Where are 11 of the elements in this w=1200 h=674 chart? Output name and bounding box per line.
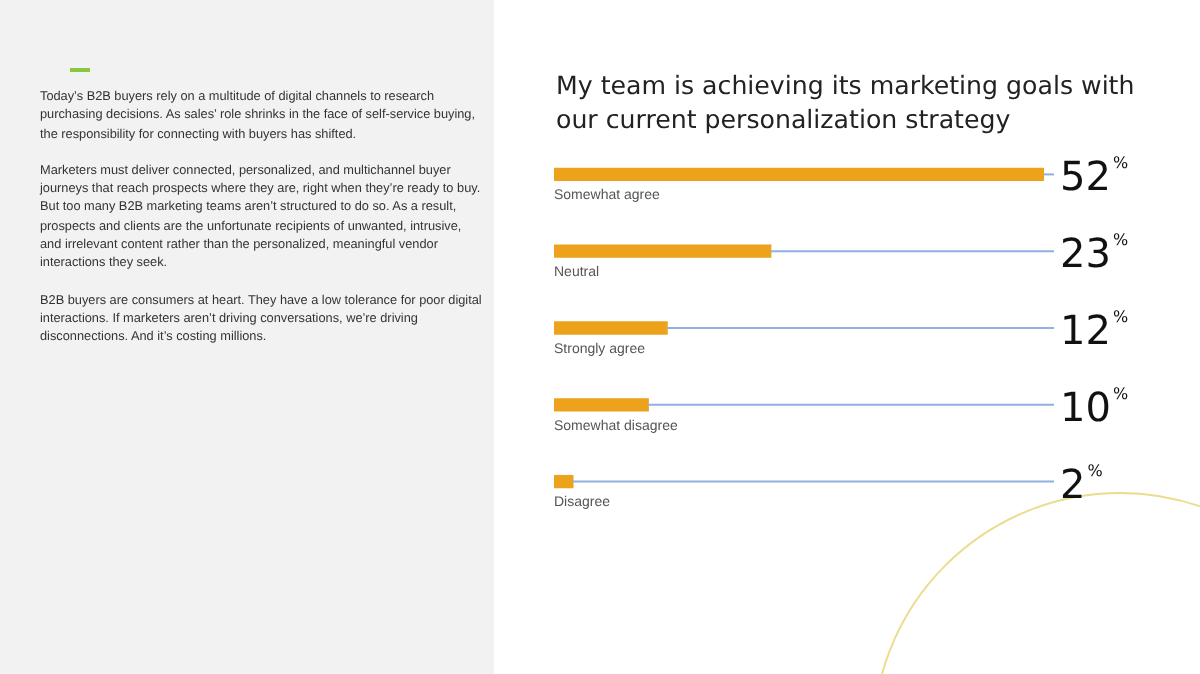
chart-title: My team is achieving its marketing goals with our current personalization strategy [556, 68, 1137, 136]
bar [554, 398, 649, 412]
data-label: 2% [1060, 459, 1104, 508]
data-label: 52% [1060, 152, 1129, 201]
bar [554, 321, 668, 335]
data-label: 12% [1060, 306, 1129, 354]
data-label: 10% [1060, 382, 1129, 431]
bar [554, 474, 574, 489]
data-label: 23% [1060, 229, 1129, 278]
bar [554, 244, 772, 258]
bar [554, 167, 1044, 182]
